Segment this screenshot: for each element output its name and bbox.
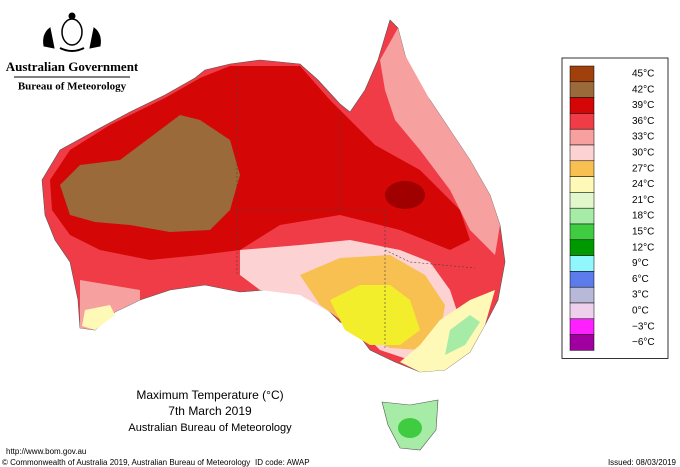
zone-hot-spot <box>385 181 425 209</box>
map-date: 7th March 2019 <box>168 404 252 418</box>
legend-swatch <box>569 302 595 320</box>
legend-label: 9°C <box>632 258 649 269</box>
zone-24 <box>330 285 420 345</box>
legend-label: 12°C <box>632 242 654 253</box>
id-code: ID code: AWAP <box>255 458 310 467</box>
legend-swatch <box>569 318 595 335</box>
legend-swatch <box>569 128 595 146</box>
legend-label: 6°C <box>632 274 649 285</box>
copyright: © Commonwealth of Australia 2019, Austra… <box>2 458 250 467</box>
zone-green <box>445 315 480 355</box>
legend-label: −6°C <box>632 337 655 348</box>
legend-swatch <box>569 239 595 256</box>
legend-label: 33°C <box>632 132 654 143</box>
map-source: Australian Bureau of Meteorology <box>128 422 292 434</box>
legend-swatch <box>569 286 595 304</box>
legend-label: 21°C <box>632 195 654 206</box>
zone-42 <box>60 115 240 232</box>
issued: Issued: 08/03/2019 <box>608 458 677 467</box>
legend-label: 27°C <box>632 163 654 174</box>
zone-coast <box>400 290 495 372</box>
tasmania-cool <box>398 418 422 438</box>
legend: 45°C 42°C 39°C 36°C 33°C 30°C 27°C 24°C 21°C 18°C… <box>561 57 669 359</box>
map-title: Maximum Temperature (°C) <box>136 388 283 402</box>
crest <box>43 12 101 52</box>
legend-label: 30°C <box>632 148 654 159</box>
legend-swatch <box>569 334 595 351</box>
state-borders <box>236 68 476 350</box>
legend-label: 42°C <box>632 84 654 95</box>
legend-swatch <box>569 223 595 241</box>
government-name: Australian Government <box>6 59 139 74</box>
legend-swatch <box>569 192 595 209</box>
legend-swatch <box>569 97 595 114</box>
legend-swatch <box>569 65 595 83</box>
legend-label: 45°C <box>632 69 654 80</box>
legend-label: 15°C <box>632 227 654 238</box>
zone-east <box>380 28 500 255</box>
australia-map <box>41 19 506 373</box>
legend-label: 3°C <box>632 290 649 301</box>
legend-swatch <box>569 271 595 288</box>
legend-label: −3°C <box>632 321 655 332</box>
zone-sw-cool <box>82 305 115 330</box>
legend-label: 36°C <box>632 116 654 127</box>
legend-label: 18°C <box>632 211 654 222</box>
legend-swatch <box>569 113 595 130</box>
legend-label: 39°C <box>632 100 654 111</box>
legend-swatch <box>569 160 595 177</box>
legend-swatch <box>569 81 595 98</box>
legend-label: 0°C <box>632 306 649 317</box>
legend-swatch <box>569 176 595 193</box>
legend-label: 24°C <box>632 179 654 190</box>
url: http://www.bom.gov.au <box>6 447 86 456</box>
legend-swatch <box>569 255 595 272</box>
agency-name: Bureau of Meteorology <box>18 81 127 93</box>
legend-swatch <box>569 207 595 225</box>
legend-swatch <box>569 144 595 162</box>
